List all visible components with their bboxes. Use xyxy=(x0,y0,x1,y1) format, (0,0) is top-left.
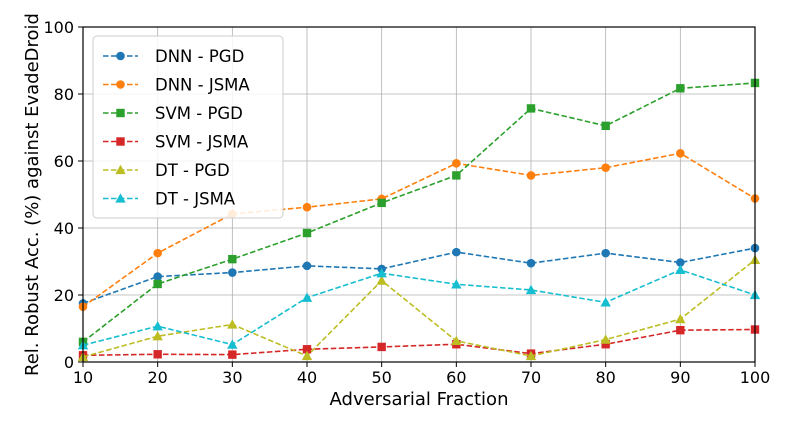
data-point-svm-jsma xyxy=(153,350,162,359)
data-point-svm-pgd xyxy=(302,228,312,238)
data-point-svm-jsma xyxy=(377,342,386,352)
legend-marker xyxy=(115,193,126,203)
y-axis-title: Rel. Robust Acc. (%) against EvadeDroid xyxy=(22,13,43,376)
y-tick-label: 0 xyxy=(64,353,74,372)
x-tick-label: 50 xyxy=(371,368,391,387)
data-point-dnn-pgd xyxy=(302,261,312,271)
data-point-dt-pgd xyxy=(451,335,462,346)
x-tick-label: 100 xyxy=(740,368,771,387)
data-point-dnn-jsma xyxy=(676,148,685,158)
data-point-dt-pgd xyxy=(301,350,313,361)
legend-marker xyxy=(116,51,125,61)
legend-marker xyxy=(116,108,125,118)
data-point-svm-pgd xyxy=(526,104,536,113)
y-tick-label: 60 xyxy=(54,152,74,171)
series-line-svm-jsma xyxy=(82,328,756,357)
data-point-dt-pgd xyxy=(675,313,686,324)
legend-label: DNN - PGD xyxy=(155,47,244,66)
y-tick-label: 80 xyxy=(54,85,74,104)
legend-marker xyxy=(116,137,125,146)
data-point-dt-jsma xyxy=(152,320,163,331)
data-point-dnn-jsma xyxy=(452,159,461,168)
data-point-dnn-pgd xyxy=(228,268,237,277)
legend-label: DT - PGD xyxy=(155,161,230,180)
plot-frame xyxy=(82,26,756,363)
data-point-svm-jsma xyxy=(228,350,237,359)
data-point-dt-pgd xyxy=(600,334,611,344)
data-point-svm-pgd xyxy=(452,171,461,180)
legend-entry: DNN - PGD xyxy=(103,47,244,66)
data-point-svm-jsma xyxy=(302,345,312,354)
legend-label: DNN - JSMA xyxy=(155,76,250,95)
series-line-dt-jsma xyxy=(82,269,756,347)
legend-box xyxy=(92,35,284,219)
series-dt-jsma xyxy=(77,264,761,350)
data-point-svm-pgd xyxy=(153,279,162,289)
x-tick-label: 70 xyxy=(521,368,541,387)
data-point-svm-pgd xyxy=(228,254,237,264)
data-point-svm-pgd xyxy=(601,121,610,131)
data-point-dnn-jsma xyxy=(153,248,162,258)
data-point-svm-jsma xyxy=(676,325,685,335)
data-point-dt-pgd xyxy=(525,350,537,361)
data-point-dnn-pgd xyxy=(153,272,162,281)
data-point-dt-jsma xyxy=(227,339,238,349)
legend-entry: DT - PGD xyxy=(103,161,230,180)
x-tick-label: 30 xyxy=(222,368,242,387)
legend-marker xyxy=(115,164,126,175)
data-point-dnn-pgd xyxy=(452,247,461,257)
series-svm-jsma xyxy=(78,325,760,360)
x-tick-label: 90 xyxy=(670,368,690,387)
data-point-dnn-jsma xyxy=(601,163,610,172)
data-point-dnn-pgd xyxy=(526,258,536,268)
y-tick-label: 20 xyxy=(54,286,74,305)
data-point-dnn-jsma xyxy=(526,171,536,180)
data-point-dt-jsma xyxy=(376,268,387,278)
y-tick-label: 40 xyxy=(54,219,74,238)
x-tick-label: 60 xyxy=(446,368,466,387)
x-tick-label: 40 xyxy=(297,368,317,387)
x-tick-label: 80 xyxy=(595,368,615,387)
data-point-dnn-pgd xyxy=(676,258,685,267)
data-point-dt-pgd xyxy=(152,331,163,341)
data-point-dt-jsma xyxy=(525,284,537,295)
data-point-dnn-pgd xyxy=(601,248,610,258)
data-point-dt-jsma xyxy=(301,292,313,302)
legend-entry: DNN - JSMA xyxy=(103,76,250,95)
data-point-svm-pgd xyxy=(377,198,386,208)
series-line-dnn-pgd xyxy=(82,247,756,305)
x-tick-label: 10 xyxy=(73,368,93,387)
legend-entry: SVM - PGD xyxy=(103,104,243,123)
series-dnn-pgd xyxy=(78,243,760,308)
x-tick-label: 20 xyxy=(147,368,167,387)
series-line-svm-pgd xyxy=(82,82,756,343)
data-point-dnn-jsma xyxy=(302,202,312,212)
data-point-svm-pgd xyxy=(676,84,685,93)
legend-label: SVM - JSMA xyxy=(155,133,249,152)
x-axis-title: Adversarial Fraction xyxy=(330,389,509,410)
legend-entry: DT - JSMA xyxy=(103,190,236,209)
legend-label: DT - JSMA xyxy=(155,190,236,209)
data-point-svm-jsma xyxy=(601,340,610,349)
legend: DNN - PGD DNN - JSMA SVM - PGD SVM - JSMA DT… xyxy=(92,35,284,219)
data-point-dt-jsma xyxy=(451,279,462,289)
legend-entry: SVM - JSMA xyxy=(103,133,249,152)
axis-ticks: 10 20 30 40 50 60 70 80 90 100 0 20 40 60 80 100 xyxy=(43,18,770,387)
legend-label: SVM - PGD xyxy=(155,104,243,123)
data-point-dt-jsma xyxy=(600,297,611,307)
y-tick-label: 100 xyxy=(43,18,74,37)
data-point-dt-jsma xyxy=(675,264,686,275)
legend-marker xyxy=(116,80,125,89)
data-point-dt-pgd xyxy=(376,275,387,285)
series-line-dt-pgd xyxy=(82,259,756,358)
data-point-dt-pgd xyxy=(227,319,238,329)
